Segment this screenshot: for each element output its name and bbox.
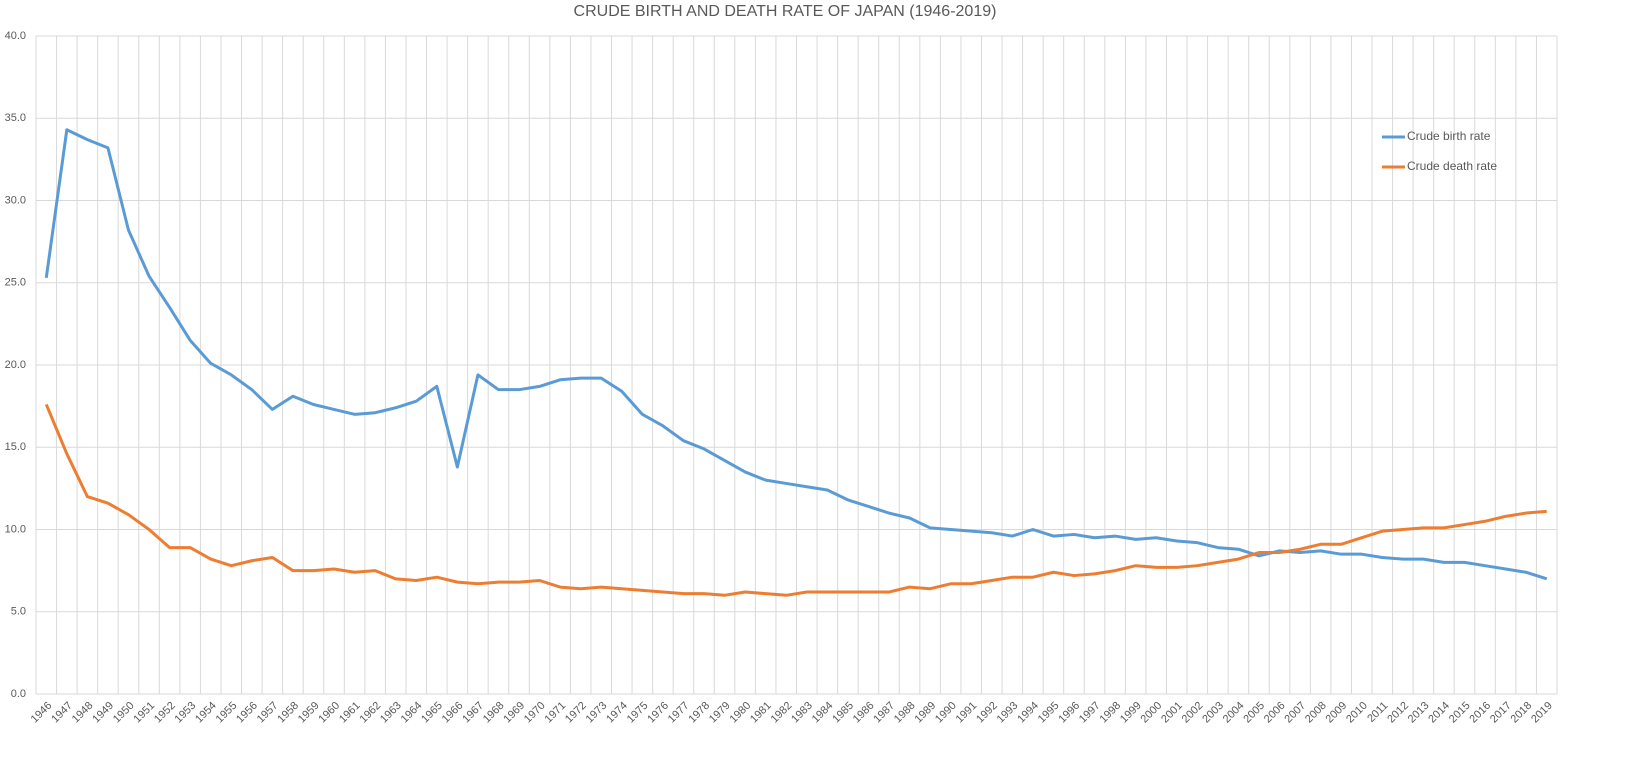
x-tick-label: 1984 — [810, 700, 836, 726]
y-tick-label: 5.0 — [11, 606, 26, 618]
x-tick-label: 1946 — [29, 700, 55, 726]
x-tick-label: 2018 — [1509, 700, 1535, 726]
x-tick-label: 2001 — [1159, 700, 1185, 726]
x-tick-label: 1957 — [255, 700, 281, 726]
x-tick-label: 1981 — [748, 700, 774, 726]
x-tick-label: 1963 — [378, 700, 404, 726]
x-tick-label: 1964 — [399, 700, 425, 726]
x-tick-label: 1973 — [584, 700, 610, 726]
y-tick-label: 25.0 — [5, 277, 26, 289]
x-tick-label: 1971 — [543, 700, 569, 726]
x-tick-label: 1982 — [769, 700, 795, 726]
x-tick-label: 2004 — [1221, 700, 1247, 726]
x-tick-label: 2012 — [1385, 700, 1411, 726]
x-tick-label: 1974 — [604, 700, 630, 726]
x-tick-label: 2010 — [1344, 700, 1370, 726]
x-tick-label: 2015 — [1447, 700, 1473, 726]
x-tick-label: 2009 — [1324, 700, 1350, 726]
line-series — [44, 403, 1547, 597]
x-tick-label: 1986 — [851, 700, 877, 726]
y-tick-label: 30.0 — [5, 194, 26, 206]
x-tick-label: 1960 — [316, 700, 342, 726]
x-tick-label: 2014 — [1426, 700, 1452, 726]
x-tick-label: 2016 — [1467, 700, 1493, 726]
x-tick-label: 1990 — [933, 700, 959, 726]
x-tick-label: 1989 — [912, 700, 938, 726]
x-tick-label: 1993 — [995, 700, 1021, 726]
x-tick-label: 1965 — [419, 700, 445, 726]
x-tick-label: 1958 — [275, 700, 301, 726]
y-tick-label: 40.0 — [5, 30, 26, 42]
x-tick-label: 1975 — [625, 700, 651, 726]
x-tick-label: 1952 — [152, 700, 178, 726]
x-tick-label: 1968 — [481, 700, 507, 726]
x-tick-label: 1999 — [1118, 700, 1144, 726]
x-tick-label: 1950 — [111, 700, 137, 726]
x-tick-label: 1988 — [892, 700, 918, 726]
x-tick-label: 2008 — [1303, 700, 1329, 726]
x-tick-label: 1978 — [686, 700, 712, 726]
x-tick-label: 1998 — [1097, 700, 1123, 726]
x-tick-label: 1956 — [234, 700, 260, 726]
x-tick-label: 1980 — [727, 700, 753, 726]
x-tick-label: 1953 — [173, 700, 199, 726]
y-tick-label: 0.0 — [11, 688, 26, 700]
x-tick-label: 2017 — [1488, 700, 1514, 726]
x-tick-label: 1962 — [358, 700, 384, 726]
x-tick-label: 1951 — [131, 700, 157, 726]
x-tick-label: 1948 — [70, 700, 96, 726]
chart-title: CRUDE BIRTH AND DEATH RATE OF JAPAN (194… — [574, 3, 997, 20]
x-tick-label: 1970 — [522, 700, 548, 726]
x-tick-label: 1995 — [1036, 700, 1062, 726]
x-tick-label: 1996 — [1056, 700, 1082, 726]
y-tick-label: 10.0 — [5, 523, 26, 535]
x-tick-label: 1961 — [337, 700, 363, 726]
x-tick-label: 1976 — [645, 700, 671, 726]
y-tick-label: 15.0 — [5, 441, 26, 453]
x-tick-label: 1972 — [563, 700, 589, 726]
line-series — [44, 128, 1548, 581]
x-tick-label: 1949 — [90, 700, 116, 726]
x-tick-label: 2007 — [1282, 700, 1308, 726]
x-tick-label: 2000 — [1139, 700, 1165, 726]
legend-label: Crude birth rate — [1407, 129, 1491, 143]
x-tick-label: 1992 — [974, 700, 1000, 726]
x-tick-label: 1997 — [1077, 700, 1103, 726]
x-tick-label: 2011 — [1365, 700, 1390, 725]
x-tick-label: 2019 — [1529, 700, 1555, 726]
x-tick-label: 1947 — [49, 700, 75, 726]
x-tick-label: 1991 — [954, 700, 980, 726]
x-tick-label: 2006 — [1262, 700, 1288, 726]
x-tick-label: 1983 — [789, 700, 815, 726]
x-tick-label: 1954 — [193, 700, 219, 726]
x-tick-label: 1985 — [830, 700, 856, 726]
x-tick-label: 2002 — [1180, 700, 1206, 726]
y-tick-label: 35.0 — [5, 112, 26, 124]
x-tick-label: 2013 — [1406, 700, 1432, 726]
x-tick-label: 1994 — [1015, 700, 1041, 726]
x-tick-label: 1959 — [296, 700, 322, 726]
x-tick-label: 1987 — [871, 700, 897, 726]
x-tick-label: 1969 — [501, 700, 527, 726]
x-tick-label: 2003 — [1200, 700, 1226, 726]
x-tick-label: 2005 — [1241, 700, 1267, 726]
legend-label: Crude death rate — [1407, 159, 1497, 173]
x-tick-label: 1977 — [666, 700, 692, 726]
x-tick-label: 1966 — [440, 700, 466, 726]
y-tick-label: 20.0 — [5, 359, 26, 371]
x-tick-label: 1979 — [707, 700, 733, 726]
x-tick-label: 1967 — [460, 700, 486, 726]
x-tick-label: 1955 — [214, 700, 240, 726]
